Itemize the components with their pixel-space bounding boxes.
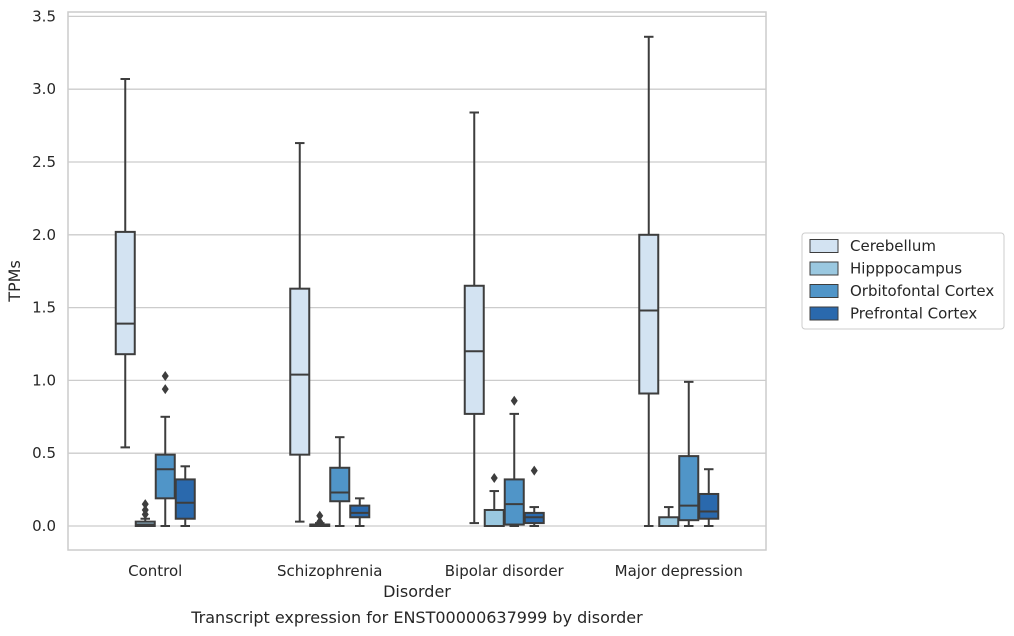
plot-frame bbox=[67, 11, 767, 551]
y-tick-label: 1.5 bbox=[32, 299, 56, 317]
chart-caption: Transcript expression for ENST0000063799… bbox=[190, 608, 643, 627]
y-tick-label: 2.5 bbox=[32, 153, 56, 171]
outlier-point bbox=[316, 510, 324, 521]
gridlines bbox=[68, 15, 766, 527]
legend-swatch bbox=[809, 261, 839, 276]
box-body bbox=[503, 478, 525, 526]
legend-label: Hipppocampus bbox=[850, 260, 962, 278]
box-hipppocampus-control bbox=[134, 499, 156, 528]
box-hipppocampus-major-depression bbox=[658, 506, 680, 527]
y-axis-label: TPMs bbox=[5, 260, 24, 303]
x-axis-label: Disorder bbox=[383, 582, 451, 601]
outlier-point bbox=[161, 371, 169, 382]
x-tick-label: Schizophrenia bbox=[277, 562, 382, 580]
y-tick-labels: 0.0 0.5 1.0 1.5 2.0 2.5 3.0 3.5 bbox=[32, 7, 56, 535]
legend-label: Cerebellum bbox=[850, 237, 936, 255]
box-cerebellum-bipolar-disorder bbox=[463, 111, 485, 525]
box-body bbox=[658, 516, 680, 527]
x-tick-label: Bipolar disorder bbox=[445, 562, 565, 580]
legend-label: Orbitofontal Cortex bbox=[850, 282, 994, 300]
box-body bbox=[483, 508, 505, 528]
box-body bbox=[463, 284, 485, 415]
outlier-point bbox=[530, 465, 538, 476]
box-prefrontal-cortex-major-depression bbox=[698, 468, 720, 527]
box-body bbox=[329, 466, 351, 503]
box-layer bbox=[114, 35, 720, 528]
box-body bbox=[638, 233, 660, 395]
box-cerebellum-schizophrenia bbox=[289, 142, 311, 523]
box-orbitofontal-cortex-bipolar-disorder bbox=[503, 395, 525, 527]
legend: Cerebellum Hipppocampus Orbitofontal Corte… bbox=[801, 232, 1005, 330]
outlier-point bbox=[161, 384, 169, 395]
y-tick-label: 1.0 bbox=[32, 371, 56, 389]
x-tick-labels: Control Schizophrenia Bipolar disorder Majo… bbox=[128, 562, 743, 580]
outlier-point bbox=[490, 472, 498, 483]
legend-frame bbox=[801, 232, 1005, 330]
outlier-point bbox=[141, 504, 149, 515]
box-prefrontal-cortex-control bbox=[174, 465, 196, 527]
box-cerebellum-control bbox=[114, 78, 136, 449]
y-tick-label: 0.0 bbox=[32, 517, 56, 535]
box-cerebellum-major-depression bbox=[638, 35, 660, 527]
box-hipppocampus-bipolar-disorder bbox=[483, 472, 505, 528]
box-body bbox=[114, 230, 136, 356]
box-body bbox=[678, 455, 700, 522]
legend-swatch bbox=[809, 284, 839, 298]
y-tick-label: 2.0 bbox=[32, 226, 56, 244]
x-tick-label: Control bbox=[128, 562, 182, 580]
outlier-point bbox=[316, 516, 324, 527]
box-hipppocampus-schizophrenia bbox=[309, 510, 331, 528]
box-body bbox=[289, 287, 311, 456]
outlier-point bbox=[141, 499, 149, 510]
box-prefrontal-cortex-schizophrenia bbox=[349, 497, 371, 527]
outlier-point bbox=[510, 395, 518, 406]
y-tick-label: 0.5 bbox=[32, 444, 56, 462]
box-body bbox=[154, 453, 176, 500]
box-prefrontal-cortex-bipolar-disorder bbox=[523, 465, 545, 527]
legend-swatch bbox=[809, 306, 839, 321]
box-body bbox=[349, 504, 371, 519]
legend-label: Prefrontal Cortex bbox=[850, 305, 977, 323]
box-orbitofontal-cortex-control bbox=[154, 371, 176, 527]
y-tick-label: 3.5 bbox=[32, 7, 56, 25]
x-tick-label: Major depression bbox=[615, 562, 743, 580]
box-orbitofontal-cortex-major-depression bbox=[678, 380, 700, 527]
box-body bbox=[698, 492, 720, 520]
box-orbitofontal-cortex-schizophrenia bbox=[329, 436, 351, 527]
box-body bbox=[174, 478, 196, 520]
y-tick-label: 3.0 bbox=[32, 80, 56, 98]
legend-swatch bbox=[809, 239, 839, 253]
